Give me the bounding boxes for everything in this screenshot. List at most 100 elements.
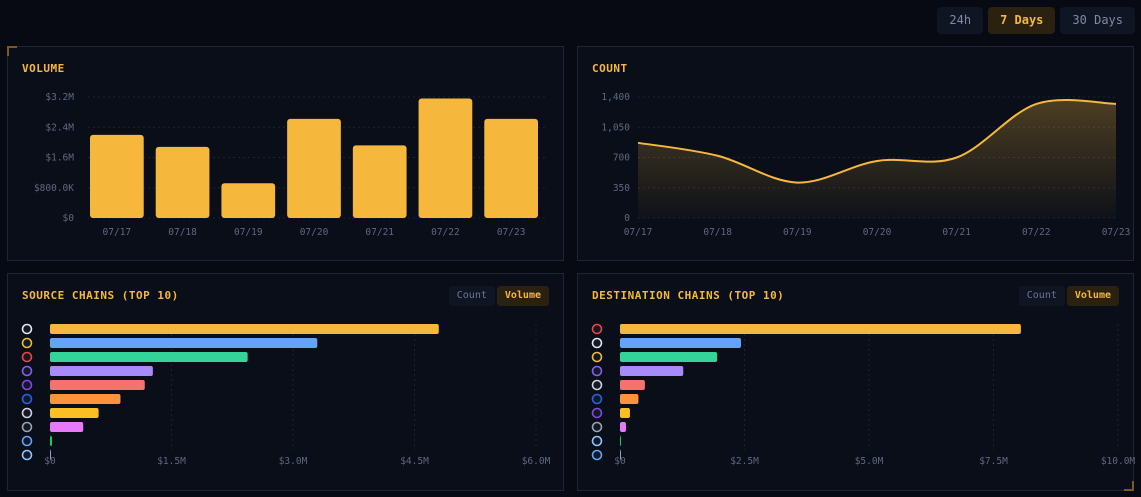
ethereum-icon (21, 323, 33, 335)
coin-icon (21, 449, 33, 461)
chain-bar (620, 422, 626, 432)
bnb-icon (591, 351, 603, 363)
x-tick-label: 07/22 (1022, 227, 1051, 238)
solana-icon (591, 365, 603, 377)
range-tab-7-days[interactable]: 7 Days (988, 7, 1056, 34)
volume-bar (418, 98, 473, 218)
panel-corner-accent (1124, 481, 1134, 491)
destination-metric-toggle: Count Volume (1018, 286, 1119, 306)
base-icon (21, 393, 33, 405)
chain-bar (50, 324, 439, 334)
x-tick-label: $6.0M (522, 456, 551, 467)
chain-bar (50, 436, 52, 446)
chain-bar (620, 408, 630, 418)
chain-bar (620, 394, 639, 404)
y-tick-label: 700 (613, 153, 630, 164)
source-count-toggle[interactable]: Count (448, 286, 495, 306)
x-tick-label: $0 (44, 456, 56, 467)
y-tick-label: $800.0K (34, 183, 74, 194)
chain-bar (620, 450, 621, 460)
chain-bar (50, 352, 248, 362)
x-tick-label: $4.5M (400, 456, 429, 467)
x-tick-label: 07/18 (168, 227, 197, 238)
chain-alt-icon (21, 435, 33, 447)
count-panel: COUNT 0 350 700 1,050 1,400 07/17 07/18 07/19 07… (577, 46, 1134, 261)
x-tick-label: $3.0M (279, 456, 308, 467)
destination-chains-chart: $0 $2.5M $5.0M $7.5M $10.0M (591, 323, 1135, 467)
volume-bar (155, 146, 210, 218)
optimism-icon (21, 421, 33, 433)
source-metric-toggle: Count Volume (448, 286, 549, 306)
x-chain-icon (591, 379, 603, 391)
x-tick-label: 07/17 (103, 227, 132, 238)
x-tick-label: 07/20 (863, 227, 892, 238)
chain-bar (620, 366, 684, 376)
chain-bar (620, 324, 1021, 334)
x-chain-icon (21, 407, 33, 419)
y-tick-label: 1,050 (601, 122, 630, 133)
destination-count-toggle[interactable]: Count (1018, 286, 1065, 306)
chain-bar (620, 436, 621, 446)
volume-bar (221, 183, 276, 218)
x-tick-label: 07/23 (1102, 227, 1131, 238)
volume-bar (484, 118, 538, 218)
volume-bar (352, 145, 407, 218)
x-tick-label: 07/18 (703, 227, 732, 238)
volume-chart: $0 $800.0K $1.6M $2.4M $3.2M 07/17 07/18 07/19 0… (34, 92, 548, 238)
x-tick-label: 07/19 (783, 227, 812, 238)
volume-bar (287, 118, 341, 218)
optimism-icon (591, 421, 603, 433)
ethereum-icon (591, 337, 603, 349)
chain-alt-icon (591, 449, 603, 461)
x-tick-label: $5.0M (855, 456, 884, 467)
range-tab-30-days[interactable]: 30 Days (1060, 7, 1135, 34)
solana-icon (21, 365, 33, 377)
y-tick-label: 0 (624, 213, 630, 224)
destination-chains-title: DESTINATION CHAINS (TOP 10) (592, 289, 785, 302)
chain-bar (50, 408, 99, 418)
x-tick-label: $1.5M (157, 456, 186, 467)
panel-corner-accent (7, 46, 17, 56)
source-chains-title: SOURCE CHAINS (TOP 10) (22, 289, 179, 302)
count-title: COUNT (592, 62, 628, 75)
x-tick-label: 07/23 (497, 227, 526, 238)
y-tick-label: $2.4M (45, 122, 74, 133)
chain-bar (620, 380, 645, 390)
chain-bar (50, 366, 153, 376)
x-tick-label: 07/21 (942, 227, 971, 238)
base-icon (591, 393, 603, 405)
x-tick-label: $7.5M (979, 456, 1008, 467)
range-tab-24h[interactable]: 24h (937, 7, 984, 34)
volume-title: VOLUME (22, 62, 65, 75)
x-tick-label: 07/20 (300, 227, 329, 238)
chain-bar (620, 352, 718, 362)
polygon-icon (591, 407, 603, 419)
x-tick-label: 07/17 (624, 227, 653, 238)
chain-bar (50, 422, 84, 432)
chain-bar (50, 394, 121, 404)
coin-icon (591, 435, 603, 447)
tron-icon (591, 323, 603, 335)
x-tick-label: $2.5M (730, 456, 759, 467)
chain-bar (50, 338, 318, 348)
destination-volume-toggle[interactable]: Volume (1066, 286, 1119, 306)
volume-bar (90, 134, 144, 218)
volume-panel: VOLUME $0 $800.0K $1.6M $2.4M $3.2M 07/17 07/1… (7, 46, 564, 261)
y-tick-label: $0 (63, 213, 75, 224)
x-tick-label: 07/22 (431, 227, 460, 238)
x-tick-label: 07/19 (234, 227, 263, 238)
bnb-icon (21, 337, 33, 349)
time-range-selector: 24h 7 Days 30 Days (937, 7, 1135, 34)
count-line (637, 98, 1117, 184)
chain-bar (50, 450, 51, 460)
chain-bar (620, 338, 742, 348)
destination-chains-panel: DESTINATION CHAINS (TOP 10) Count Volume… (577, 273, 1135, 491)
chain-bar (50, 380, 145, 390)
source-chains-chart: $0 $1.5M $3.0M $4.5M $6.0M (21, 323, 551, 467)
count-area-fill (638, 99, 1116, 218)
y-tick-label: 350 (613, 183, 630, 194)
source-chains-panel: SOURCE CHAINS (TOP 10) Count Volume $0 $1… (7, 273, 564, 491)
x-tick-label: 07/21 (365, 227, 394, 238)
y-tick-label: $1.6M (45, 153, 74, 164)
source-volume-toggle[interactable]: Volume (496, 286, 549, 306)
